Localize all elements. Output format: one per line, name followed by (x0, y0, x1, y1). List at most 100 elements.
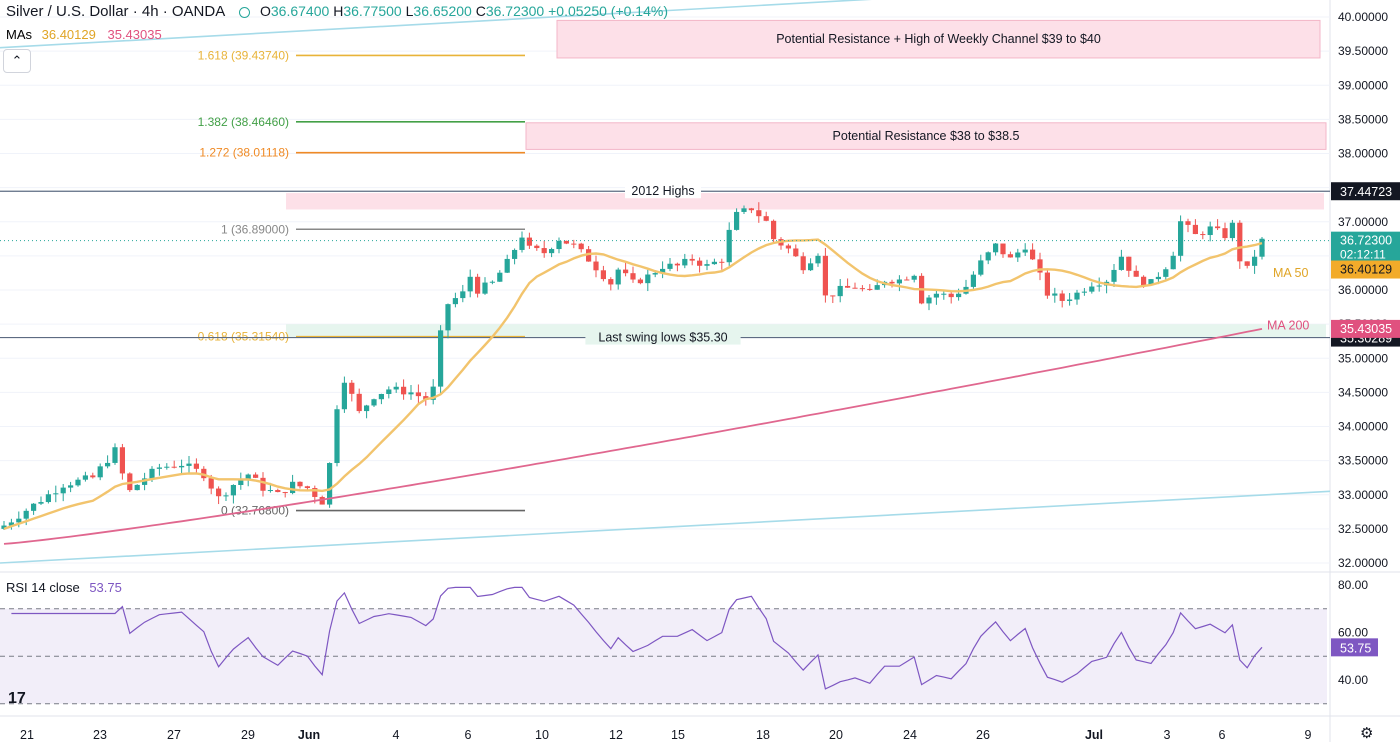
candle-body (771, 220, 777, 240)
rsi-legend[interactable]: RSI 14 close 53.75 (6, 580, 122, 595)
candle-body (534, 245, 540, 249)
rsi-tick-label: 40.00 (1338, 673, 1368, 687)
candle-body (341, 382, 347, 410)
time-tick-label: 10 (535, 728, 549, 742)
candle-body (216, 488, 222, 497)
candle-body (364, 405, 370, 412)
price-tick-label: 34.00000 (1338, 420, 1388, 434)
candle-body (452, 298, 458, 305)
chart-legend-header: Silver / U.S. Dollar · 4h · OANDA O36.67… (6, 3, 668, 20)
fib-level-label: 1.272 (38.01118) (199, 146, 289, 160)
rsi-band (0, 608, 1327, 704)
candle-body (593, 261, 599, 271)
ma200-line (3, 328, 1263, 545)
candle-body (467, 276, 473, 292)
fib-level-label: 1.618 (39.43740) (198, 48, 289, 62)
tradingview-logo-icon[interactable]: 17 (8, 690, 26, 707)
candle-body (60, 487, 66, 494)
candle-body (800, 256, 806, 271)
candle-body (1163, 269, 1169, 277)
candle-body (267, 490, 273, 492)
candle-body (275, 490, 281, 493)
candle-body (1126, 256, 1132, 271)
price-zone (286, 193, 1324, 210)
candle-body (1222, 228, 1228, 239)
candle-body (1155, 276, 1161, 280)
candle-body (637, 279, 643, 284)
candle-body (1, 525, 7, 529)
settings-gear-icon[interactable]: ⚙ (1360, 725, 1374, 742)
ma200-legend-value: 35.43035 (107, 27, 162, 42)
candle-body (874, 285, 880, 290)
zone-label: Potential Resistance + High of Weekly Ch… (776, 32, 1101, 46)
candle-body (623, 269, 629, 274)
candle-body (186, 463, 192, 466)
candle-body (682, 258, 688, 266)
price-tick-label: 32.00000 (1338, 556, 1388, 570)
ma50-annotation: MA 50 (1273, 266, 1308, 280)
time-tick-label: 15 (671, 728, 685, 742)
price-tick-label: 38.50000 (1338, 112, 1388, 126)
channel-upper-line (0, 0, 872, 49)
candle-body (82, 475, 88, 480)
candle-body (941, 293, 947, 295)
ma200-annotation: MA 200 (1267, 318, 1309, 332)
price-tick-label: 38.00000 (1338, 147, 1388, 161)
collapse-legend-button[interactable]: ⌃ (3, 49, 31, 73)
candle-body (1178, 221, 1184, 256)
ma-legend[interactable]: MAs 36.40129 35.43035 (6, 27, 162, 42)
candle-body (512, 249, 518, 259)
candle-body (53, 493, 59, 495)
candle-body (290, 481, 296, 494)
candle-body (956, 293, 962, 298)
candle-body (1200, 234, 1206, 236)
horizontal-level-label: Last swing lows $35.30 (598, 331, 727, 345)
price-tick-label: 32.50000 (1338, 522, 1388, 536)
candle-body (334, 409, 340, 464)
candle-body (38, 502, 44, 504)
candle-body (719, 261, 725, 263)
candle-body (119, 447, 125, 474)
candle-body (519, 237, 525, 250)
candle-body (748, 208, 754, 211)
candle-body (1096, 285, 1102, 287)
zone-label: Potential Resistance $38 to $38.5 (833, 129, 1020, 143)
candle-body (393, 386, 399, 390)
price-tick-label: 33.00000 (1338, 488, 1388, 502)
candle-body (230, 484, 236, 496)
candle-body (112, 447, 118, 463)
countdown-label: 02:12:11 (1340, 248, 1386, 262)
rsi-tick-label: 60.00 (1338, 626, 1368, 640)
candle-body (652, 273, 658, 275)
candle-body (1215, 226, 1221, 229)
fib-level-label: 1.382 (38.46460) (198, 115, 289, 129)
candle-body (1118, 256, 1124, 270)
candle-body (260, 477, 266, 491)
candle-body (674, 263, 680, 266)
candle-body (415, 392, 421, 397)
rsi-tick-label: 80.00 (1338, 578, 1368, 592)
candle-body (1081, 291, 1087, 293)
ma50-line (3, 238, 1263, 531)
price-badge-label: 36.40129 (1340, 263, 1392, 277)
candle-body (1192, 224, 1198, 235)
candle-body (327, 463, 333, 505)
time-tick-label: 4 (393, 728, 400, 742)
candle-body (845, 285, 851, 288)
candle-body (600, 270, 606, 280)
candle-body (253, 474, 259, 478)
candle-body (1141, 276, 1147, 286)
candle-body (1252, 256, 1258, 266)
candle-body (571, 243, 577, 245)
candle-body (193, 463, 199, 469)
candle-body (386, 389, 392, 394)
candle-body (223, 495, 229, 497)
candle-body (430, 386, 436, 400)
candle-body (460, 291, 466, 299)
time-tick-label: Jul (1085, 728, 1103, 742)
candle-body (1000, 243, 1006, 255)
price-badge-label: 36.72300 (1340, 234, 1392, 248)
low-label: L (405, 3, 414, 19)
candle-body (149, 468, 155, 479)
